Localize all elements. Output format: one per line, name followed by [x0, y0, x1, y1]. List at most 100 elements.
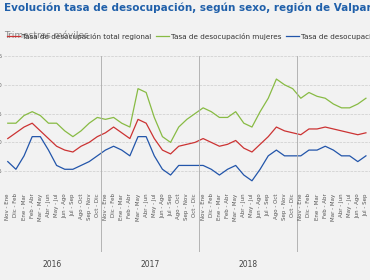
Tasa de desocupación mujeres: [209, 110, 213, 113]
Text: Jun - Ago: Jun - Ago: [62, 193, 67, 218]
Tasa de desocupación total regional: [46, 137, 51, 140]
Tasa de desocupación hombres: [176, 164, 181, 167]
Tasa de desocupación hombres: [95, 154, 100, 158]
Tasa de desocupación total regional: [160, 148, 165, 152]
Tasa de desocupación hombres: [152, 154, 157, 158]
Tasa de desocupación hombres: [299, 154, 303, 158]
Text: Nov - Ene: Nov - Ene: [201, 193, 206, 220]
Text: May - Jul: May - Jul: [249, 193, 255, 217]
Tasa de desocupación hombres: [160, 168, 165, 171]
Tasa de desocupación total regional: [144, 122, 148, 125]
Text: Mar - May: Mar - May: [135, 193, 141, 221]
Text: Jul - Sep: Jul - Sep: [70, 193, 75, 216]
Tasa de desocupación total regional: [258, 143, 262, 146]
Tasa de desocupación total regional: [347, 131, 352, 134]
Text: Feb - Abr: Feb - Abr: [127, 193, 132, 218]
Text: Oct - Dic: Oct - Dic: [192, 193, 198, 217]
Tasa de desocupación mujeres: [315, 95, 319, 98]
Tasa de desocupación hombres: [54, 164, 59, 167]
Tasa de desocupación hombres: [128, 154, 132, 158]
Text: Dic - Feb: Dic - Feb: [306, 193, 312, 218]
Tasa de desocupación hombres: [339, 154, 344, 158]
Text: Mar - May: Mar - May: [331, 193, 336, 221]
Tasa de desocupación mujeres: [299, 97, 303, 100]
Text: May - Jul: May - Jul: [54, 193, 59, 217]
Tasa de desocupación total regional: [315, 127, 319, 131]
Tasa de desocupación mujeres: [266, 97, 270, 100]
Tasa de desocupación total regional: [331, 127, 336, 131]
Text: Jun - Ago: Jun - Ago: [355, 193, 360, 218]
Tasa de desocupación total regional: [233, 139, 238, 142]
Tasa de desocupación mujeres: [193, 112, 197, 115]
Tasa de desocupación total regional: [168, 152, 173, 156]
Tasa de desocupación mujeres: [95, 116, 100, 119]
Tasa de desocupación mujeres: [87, 122, 91, 125]
Tasa de desocupación hombres: [136, 135, 140, 138]
Tasa de desocupación total regional: [54, 144, 59, 148]
Tasa de desocupación mujeres: [323, 97, 327, 100]
Tasa de desocupación total regional: [282, 129, 287, 132]
Text: Abr - Jun: Abr - Jun: [46, 193, 51, 217]
Tasa de desocupación hombres: [38, 135, 43, 138]
Tasa de desocupación mujeres: [339, 106, 344, 109]
Tasa de desocupación total regional: [356, 133, 360, 136]
Tasa de desocupación mujeres: [63, 129, 67, 132]
Text: Jul - Sep: Jul - Sep: [363, 193, 369, 216]
Text: Jun - Ago: Jun - Ago: [160, 193, 165, 218]
Tasa de desocupación total regional: [136, 118, 140, 121]
Tasa de desocupación mujeres: [282, 83, 287, 87]
Tasa de desocupación total regional: [339, 129, 344, 132]
Tasa de desocupación mujeres: [201, 106, 205, 109]
Tasa de desocupación total regional: [290, 131, 295, 134]
Tasa de desocupación mujeres: [136, 87, 140, 90]
Tasa de desocupación mujeres: [347, 106, 352, 109]
Tasa de desocupación mujeres: [290, 87, 295, 90]
Tasa de desocupación hombres: [6, 160, 10, 163]
Text: Oct - Dic: Oct - Dic: [95, 193, 100, 217]
Tasa de desocupación mujeres: [111, 116, 116, 119]
Tasa de desocupación mujeres: [14, 122, 18, 125]
Text: May - Jul: May - Jul: [152, 193, 157, 217]
Text: Jul - Sep: Jul - Sep: [168, 193, 173, 216]
Text: Evolución tasa de desocupación, según sexo, región de Valparaíso: Evolución tasa de desocupación, según se…: [4, 3, 370, 13]
Text: 2017: 2017: [141, 260, 160, 269]
Tasa de desocupación hombres: [209, 168, 213, 171]
Text: Sep - Nov: Sep - Nov: [184, 193, 189, 220]
Tasa de desocupación total regional: [71, 150, 75, 154]
Tasa de desocupación mujeres: [258, 110, 262, 113]
Text: Mar - May: Mar - May: [38, 193, 43, 221]
Tasa de desocupación mujeres: [176, 125, 181, 129]
Text: Abr - Jun: Abr - Jun: [241, 193, 246, 217]
Line: Tasa de desocupación hombres: Tasa de desocupación hombres: [8, 137, 366, 181]
Tasa de desocupación mujeres: [356, 102, 360, 106]
Tasa de desocupación total regional: [14, 131, 18, 134]
Text: Jul - Sep: Jul - Sep: [266, 193, 271, 216]
Text: Dic - Feb: Dic - Feb: [111, 193, 116, 218]
Text: Ene - Mar: Ene - Mar: [119, 193, 124, 220]
Text: Jun - Ago: Jun - Ago: [258, 193, 263, 218]
Text: Ago - Oct: Ago - Oct: [78, 193, 84, 219]
Tasa de desocupación hombres: [30, 135, 34, 138]
Tasa de desocupación total regional: [38, 129, 43, 132]
Text: Sep - Nov: Sep - Nov: [87, 193, 92, 220]
Tasa de desocupación mujeres: [46, 122, 51, 125]
Text: Dic - Feb: Dic - Feb: [13, 193, 18, 218]
Tasa de desocupación hombres: [364, 154, 368, 158]
Tasa de desocupación total regional: [193, 141, 197, 144]
Tasa de desocupación total regional: [209, 141, 213, 144]
Tasa de desocupación total regional: [299, 133, 303, 136]
Tasa de desocupación mujeres: [71, 135, 75, 138]
Tasa de desocupación hombres: [111, 144, 116, 148]
Tasa de desocupación mujeres: [103, 118, 108, 121]
Tasa de desocupación total regional: [217, 144, 222, 148]
Tasa de desocupación hombres: [290, 154, 295, 158]
Tasa de desocupación mujeres: [307, 91, 311, 94]
Tasa de desocupación mujeres: [79, 129, 83, 132]
Tasa de desocupación mujeres: [160, 135, 165, 138]
Text: Nov - Ene: Nov - Ene: [103, 193, 108, 220]
Tasa de desocupación total regional: [185, 143, 189, 146]
Tasa de desocupación mujeres: [144, 91, 148, 94]
Tasa de desocupación total regional: [242, 146, 246, 150]
Tasa de desocupación hombres: [258, 168, 262, 171]
Tasa de desocupación hombres: [168, 173, 173, 177]
